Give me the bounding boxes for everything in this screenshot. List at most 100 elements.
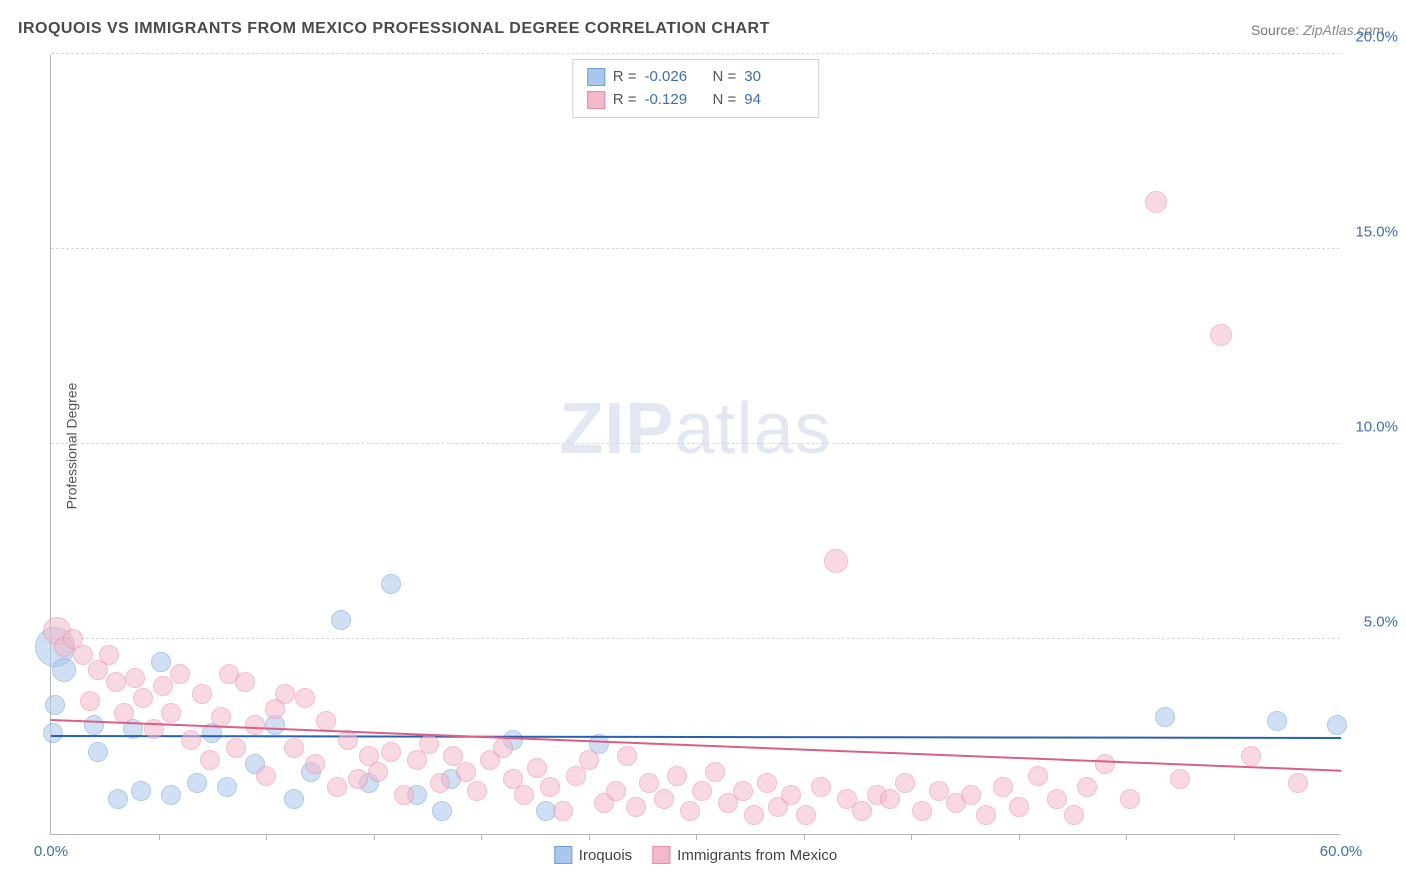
data-point (781, 785, 801, 805)
data-point (106, 672, 126, 692)
data-point (527, 758, 547, 778)
data-point (1170, 769, 1190, 789)
data-point (553, 801, 573, 821)
data-point (1327, 715, 1347, 735)
y-tick-label: 15.0% (1355, 224, 1398, 241)
x-tick-mark (481, 834, 482, 840)
data-point (133, 688, 153, 708)
data-point (170, 664, 190, 684)
data-point (52, 658, 76, 682)
series-legend-item-0: Iroquois (554, 846, 632, 864)
x-tick-mark (1019, 834, 1020, 840)
data-point (256, 766, 276, 786)
data-point (692, 781, 712, 801)
data-point (125, 668, 145, 688)
data-point (84, 715, 104, 735)
data-point (245, 715, 265, 735)
data-point (327, 777, 347, 797)
watermark-bold: ZIP (559, 389, 674, 469)
data-point (1145, 191, 1167, 213)
data-point (1120, 789, 1140, 809)
data-point (811, 777, 831, 797)
data-point (456, 762, 476, 782)
gridline-h (51, 53, 1340, 54)
data-point (381, 742, 401, 762)
data-point (852, 801, 872, 821)
data-point (153, 676, 173, 696)
data-point (187, 773, 207, 793)
x-tick-mark (696, 834, 697, 840)
data-point (430, 773, 450, 793)
correlation-legend: R = -0.026 N = 30 R = -0.129 N = 94 (572, 59, 820, 118)
chart-title: IROQUOIS VS IMMIGRANTS FROM MEXICO PROFE… (18, 20, 770, 38)
data-point (976, 805, 996, 825)
trendline (51, 735, 1341, 739)
data-point (192, 684, 212, 704)
r-value-0: -0.026 (645, 66, 705, 89)
source-label: Source: (1251, 22, 1299, 38)
data-point (493, 738, 513, 758)
data-point (1009, 797, 1029, 817)
x-tick-mark (804, 834, 805, 840)
data-point (540, 777, 560, 797)
data-point (295, 688, 315, 708)
data-point (757, 773, 777, 793)
data-point (211, 707, 231, 727)
legend-swatch-1 (587, 91, 605, 109)
data-point (284, 738, 304, 758)
data-point (348, 769, 368, 789)
data-point (99, 645, 119, 665)
y-tick-label: 20.0% (1355, 29, 1398, 46)
data-point (338, 730, 358, 750)
x-tick-mark (911, 834, 912, 840)
y-tick-label: 5.0% (1364, 614, 1398, 631)
x-tick-mark (1126, 834, 1127, 840)
data-point (880, 789, 900, 809)
data-point (617, 746, 637, 766)
data-point (824, 549, 848, 573)
data-point (961, 785, 981, 805)
n-value-1: 94 (744, 89, 804, 112)
data-point (796, 805, 816, 825)
series-label-0: Iroquois (579, 847, 632, 864)
data-point (1155, 707, 1175, 727)
data-point (744, 805, 764, 825)
watermark-light: atlas (674, 389, 831, 469)
y-tick-label: 10.0% (1355, 419, 1398, 436)
data-point (394, 785, 414, 805)
data-point (200, 750, 220, 770)
data-point (1064, 805, 1084, 825)
x-tick-mark (159, 834, 160, 840)
data-point (606, 781, 626, 801)
data-point (667, 766, 687, 786)
x-tick-label: 60.0% (1320, 843, 1363, 860)
x-tick-mark (374, 834, 375, 840)
n-label: N = (713, 66, 737, 89)
scatter-plot: ZIPatlas R = -0.026 N = 30 R = -0.129 N … (50, 55, 1340, 835)
data-point (217, 777, 237, 797)
data-point (626, 797, 646, 817)
data-point (419, 734, 439, 754)
data-point (144, 719, 164, 739)
data-point (80, 691, 100, 711)
watermark: ZIPatlas (559, 388, 831, 470)
n-value-0: 30 (744, 66, 804, 89)
r-label: R = (613, 89, 637, 112)
series-legend: Iroquois Immigrants from Mexico (554, 846, 837, 864)
data-point (705, 762, 725, 782)
n-label: N = (713, 89, 737, 112)
data-point (108, 789, 128, 809)
data-point (45, 695, 65, 715)
data-point (331, 610, 351, 630)
data-point (114, 703, 134, 723)
data-point (73, 645, 93, 665)
data-point (305, 754, 325, 774)
x-tick-label: 0.0% (34, 843, 68, 860)
data-point (381, 574, 401, 594)
gridline-h (51, 443, 1340, 444)
data-point (912, 801, 932, 821)
data-point (1028, 766, 1048, 786)
data-point (1241, 746, 1261, 766)
data-point (226, 738, 246, 758)
data-point (639, 773, 659, 793)
